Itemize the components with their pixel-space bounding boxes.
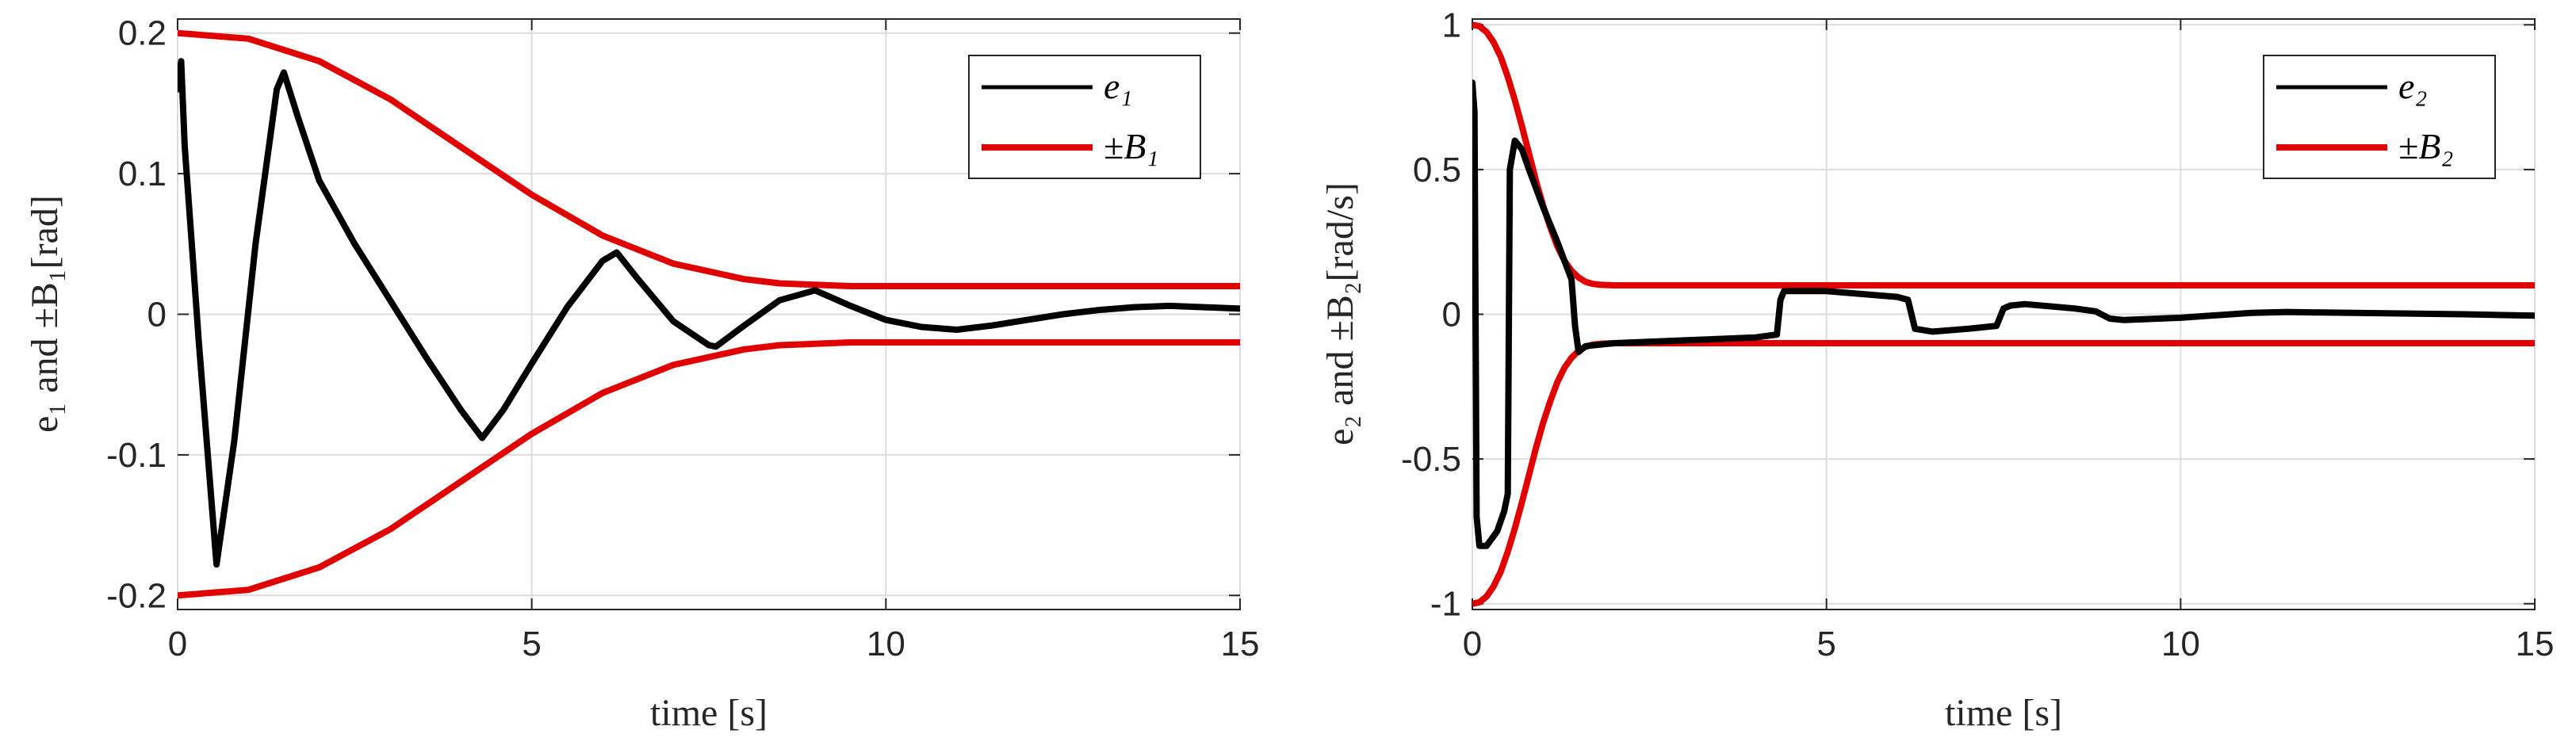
left-y-tick-label: -0.1 <box>106 436 167 475</box>
left-upper-bound-line <box>178 29 1240 289</box>
left-legend-box <box>968 55 1201 179</box>
left-legend-label-e1: e₁ <box>1104 66 1132 106</box>
right-legend-box <box>2263 55 2496 179</box>
left-series-lines <box>178 29 1240 599</box>
right-y-axis-label: e₂ and ±B₂[rad/s] <box>1319 182 1361 445</box>
right-ticks: 0 5 10 15 -1 -0.5 0 0.5 1 <box>1401 6 2554 663</box>
right-x-tick-label: 5 <box>1816 625 1835 663</box>
left-y-tick-label: 0 <box>147 296 167 334</box>
left-y-tick-label: -0.2 <box>106 576 167 615</box>
right-x-tick-label: 0 <box>1463 625 1482 663</box>
left-y-tick-label: 0.2 <box>118 14 167 53</box>
right-x-tick-label: 15 <box>2516 625 2555 663</box>
right-y-tick-label: -0.5 <box>1401 440 1461 479</box>
left-legend: e₁ ±B₁ <box>968 55 1201 179</box>
right-legend-label-b2: ±B₂ <box>2398 126 2453 166</box>
left-x-tick-label: 15 <box>1221 625 1260 663</box>
left-ticks: 0 5 10 15 -0.2 -0.1 0 0.1 0.2 <box>106 14 1259 663</box>
left-x-axis-label: time [s] <box>650 692 767 734</box>
left-y-tick-label: 0.1 <box>118 155 167 193</box>
right-x-axis-label: time [s] <box>1945 692 2062 734</box>
left-error-signal-line <box>178 58 1240 568</box>
left-x-tick-label: 0 <box>168 625 187 663</box>
right-chart-panel: 0 5 10 15 -1 -0.5 0 0.5 1 time [s] e₂ and ±B₂[ra… <box>1319 6 2554 734</box>
right-y-tick-label: 0 <box>1442 296 1461 334</box>
right-y-tick-label: 0.5 <box>1413 151 1461 189</box>
right-series-lines <box>1472 21 2535 607</box>
left-legend-label-b1: ±B₁ <box>1104 126 1158 166</box>
left-chart-panel: 0 5 10 15 -0.2 -0.1 0 0.1 0.2 time [s] e₁ and ±B… <box>24 14 1259 734</box>
right-x-tick-label: 10 <box>2161 625 2200 663</box>
left-x-tick-label: 10 <box>867 625 905 663</box>
right-y-tick-label: 1 <box>1442 6 1461 44</box>
right-error-signal-line <box>1472 79 2535 549</box>
right-legend-label-e2: e₂ <box>2398 66 2427 106</box>
left-y-axis-label: e₁ and ±B₁[rad] <box>24 195 66 433</box>
left-lower-bound-line <box>178 339 1240 599</box>
right-y-tick-label: -1 <box>1430 585 1461 624</box>
right-legend: e₂ ±B₂ <box>2263 55 2496 179</box>
left-x-tick-label: 5 <box>522 625 541 663</box>
